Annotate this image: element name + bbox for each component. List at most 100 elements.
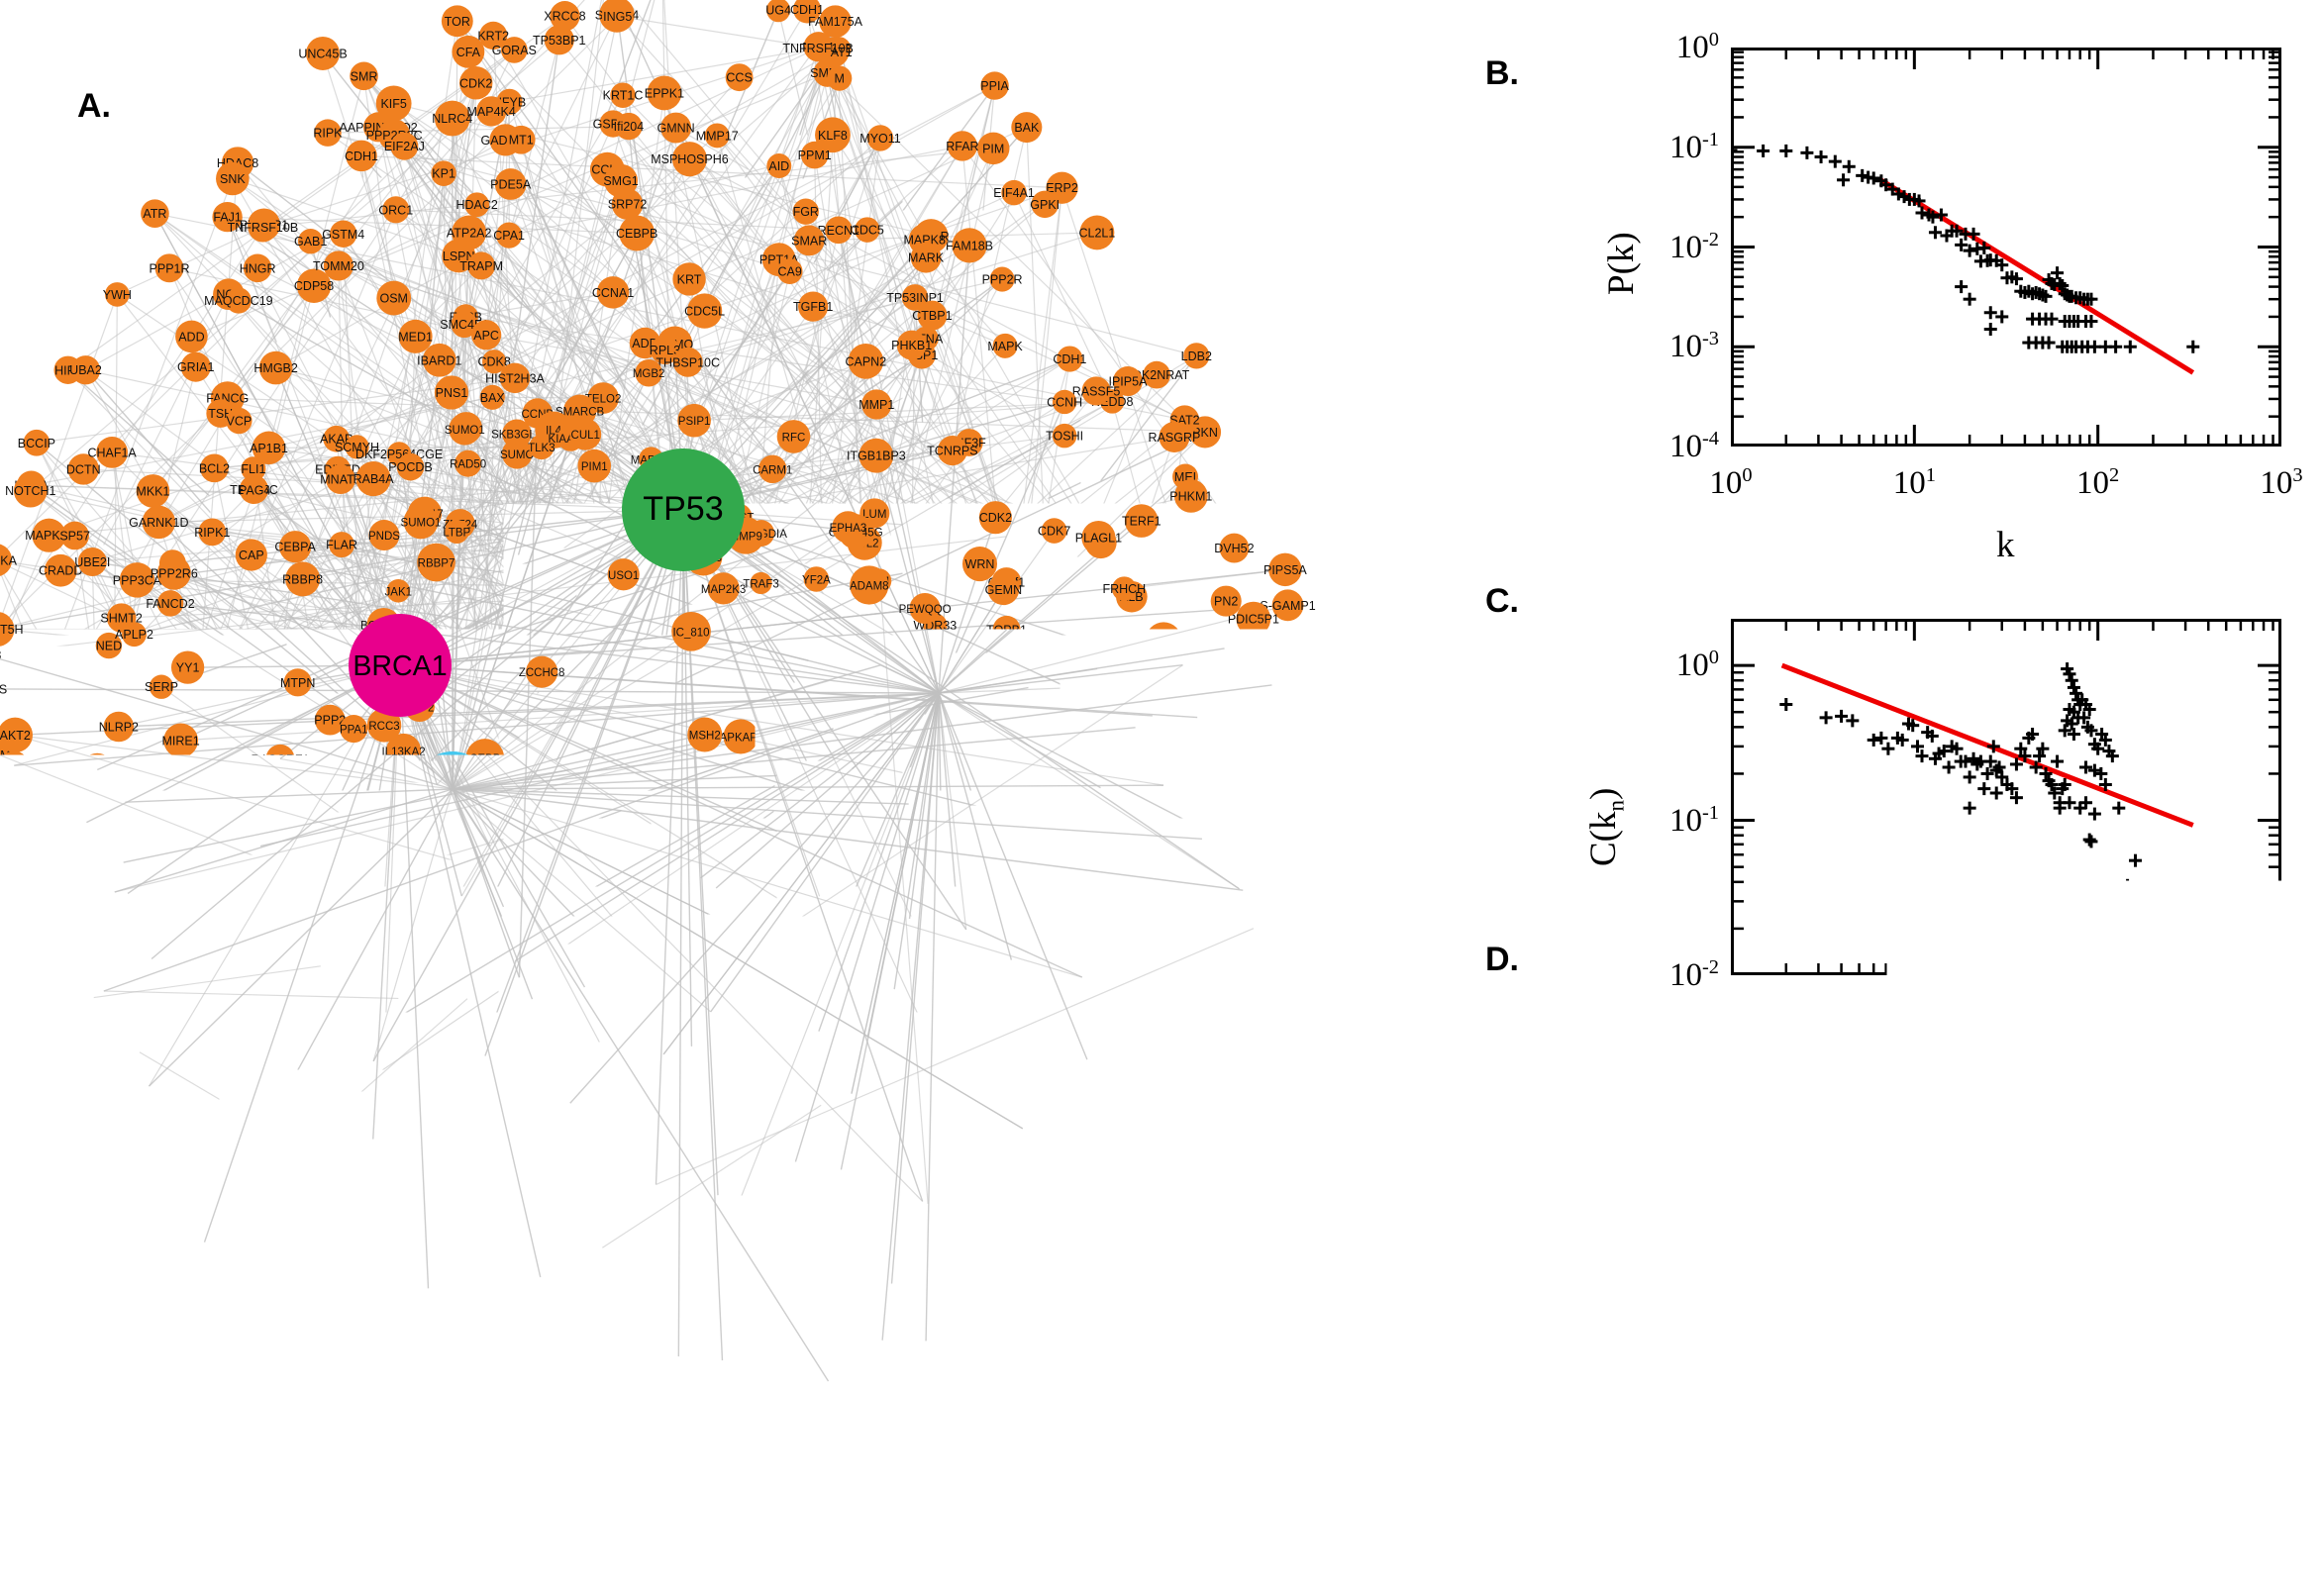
network-node[interactable]: EZH2 [778, 1145, 813, 1179]
network-node[interactable]: PPP1R [150, 253, 190, 282]
network-node[interactable]: WRN [962, 547, 997, 581]
network-node[interactable]: BCCIP [18, 430, 55, 456]
network-node[interactable]: ATF3 [1258, 670, 1287, 700]
network-node[interactable]: IFI16 [994, 799, 1027, 832]
network-node[interactable]: AURKA [0, 544, 18, 577]
network-node[interactable]: ZHX [304, 949, 337, 982]
network-node[interactable]: TFCP2 [1190, 961, 1230, 988]
network-node[interactable]: SMR [350, 62, 378, 91]
network-node[interactable]: CL2L1 [1078, 215, 1115, 249]
network-node[interactable]: UBA1 [910, 1326, 943, 1356]
network-node[interactable]: TSG101 [859, 1326, 906, 1355]
network-node[interactable]: JUND [698, 1394, 731, 1418]
network-node[interactable]: CCS [726, 63, 754, 91]
network-node[interactable]: KRT [672, 262, 705, 295]
network-node[interactable]: UG4 [765, 0, 791, 22]
network-node[interactable]: CDH1 [1053, 346, 1086, 371]
network-node[interactable]: USO1 [608, 558, 640, 590]
network-node[interactable]: NDT [1258, 839, 1288, 869]
network-node[interactable]: BRE [643, 1171, 669, 1198]
network-node[interactable]: BNK [631, 883, 656, 908]
network-node[interactable]: CUL1 [569, 419, 601, 450]
network-node[interactable]: RBBP7 [417, 544, 455, 582]
network-node[interactable]: PLC [218, 1069, 246, 1097]
network-node[interactable]: AKT2 [0, 718, 33, 752]
network-node[interactable]: PNS1 [435, 375, 468, 409]
network-node[interactable]: BAG4 [1111, 1113, 1144, 1146]
network-node[interactable]: RFK [751, 1227, 782, 1258]
network-node[interactable]: BAK [1011, 112, 1042, 143]
network-node[interactable]: POU2 [355, 1333, 389, 1361]
network-node[interactable]: AID [766, 153, 791, 178]
network-node[interactable]: POR [518, 780, 557, 820]
network-node[interactable]: PN2 [1211, 586, 1242, 617]
network-node[interactable]: BCL2 [199, 453, 230, 482]
network-node[interactable]: ENS [402, 1038, 431, 1066]
network-node[interactable]: SIM [805, 1018, 833, 1046]
network-node[interactable]: ADD [175, 321, 208, 353]
network-node[interactable]: WIK [108, 785, 143, 820]
network-node[interactable]: TNF [855, 1025, 880, 1050]
network-node[interactable]: ING5 [602, 0, 634, 32]
network-node[interactable]: PIM1 [577, 449, 611, 483]
network-node[interactable]: GMNN [657, 113, 695, 144]
network-node[interactable]: VCP [226, 408, 252, 434]
network-node[interactable]: DVH52 [1214, 534, 1254, 563]
network-node[interactable]: TOR [442, 5, 473, 37]
network-node[interactable]: CDH [1038, 1007, 1072, 1042]
network-node[interactable]: SP57 [59, 522, 90, 550]
network-node[interactable]: IL6R [1222, 753, 1252, 783]
network-node[interactable]: PPA1 [340, 715, 368, 743]
network-node[interactable]: FGR [793, 199, 819, 225]
hub-node-ubiq[interactable]: Ubiq [895, 649, 982, 737]
network-node[interactable]: TEX1 [81, 753, 114, 786]
network-node[interactable]: TAF9T5H [0, 612, 24, 647]
network-node[interactable]: BCL2 [1147, 653, 1180, 687]
network-node[interactable]: GAB1 [0, 751, 31, 780]
network-node[interactable]: SNK [315, 980, 343, 1008]
network-node[interactable]: PPP [590, 1235, 616, 1260]
network-node[interactable]: EPPK1 [645, 76, 684, 111]
network-node[interactable]: YY1 [171, 651, 204, 684]
network-node[interactable]: E1 [507, 1138, 535, 1165]
network-node[interactable]: TP53BP1 [533, 25, 586, 54]
network-node[interactable]: IRS2 [375, 1287, 403, 1311]
network-node[interactable]: NRD [1028, 1063, 1059, 1094]
network-node[interactable]: XCL [624, 1230, 652, 1257]
network-node[interactable]: CAV1 [931, 904, 965, 939]
network-node[interactable]: MSH3 [132, 1071, 166, 1101]
network-node[interactable]: MRS [525, 1261, 556, 1292]
network-node[interactable]: FAS [677, 983, 712, 1018]
network-node[interactable]: PSIP1 [677, 404, 711, 438]
network-node[interactable]: MT1 [507, 126, 536, 154]
network-node[interactable]: CAP [236, 539, 267, 570]
network-node[interactable]: LDB2 [1181, 343, 1212, 368]
network-node[interactable]: SNK [216, 162, 250, 196]
network-node[interactable]: MAGI1 [1205, 634, 1244, 664]
network-node[interactable]: YWH [103, 282, 132, 307]
network-node[interactable]: MAP [262, 1036, 294, 1067]
network-node[interactable]: BID [592, 1109, 617, 1134]
network-node[interactable]: KRT1C [603, 82, 644, 108]
network-node[interactable]: ILK [1113, 1000, 1146, 1033]
network-node[interactable]: IC_810 [671, 612, 711, 651]
network-node[interactable]: LIG4 [69, 805, 103, 839]
network-node[interactable]: DCC [679, 1030, 709, 1059]
network-node[interactable]: MSN [294, 1205, 325, 1236]
network-node[interactable]: CC [242, 1124, 267, 1149]
network-node[interactable]: CFA [452, 36, 484, 68]
network-node[interactable]: P14 [1214, 676, 1239, 701]
network-node[interactable]: CDK2 [979, 501, 1012, 534]
network-node[interactable]: PPIA [980, 71, 1009, 99]
hub-node-tp53[interactable]: TP53 [622, 449, 745, 571]
network-node[interactable]: MSH2 [687, 717, 722, 751]
network-node[interactable]: RFC [777, 420, 811, 453]
network-node[interactable]: KP1 [431, 160, 456, 186]
network-node[interactable]: RIP [386, 1192, 412, 1218]
network-node[interactable]: MYO11 [859, 125, 900, 150]
network-node[interactable]: RBL [248, 834, 273, 859]
network-node[interactable]: PNK [509, 1185, 541, 1217]
network-node[interactable]: PTHL [1083, 770, 1118, 805]
network-node[interactable]: TK1 [43, 798, 69, 825]
network-node[interactable]: XRC [800, 968, 830, 998]
